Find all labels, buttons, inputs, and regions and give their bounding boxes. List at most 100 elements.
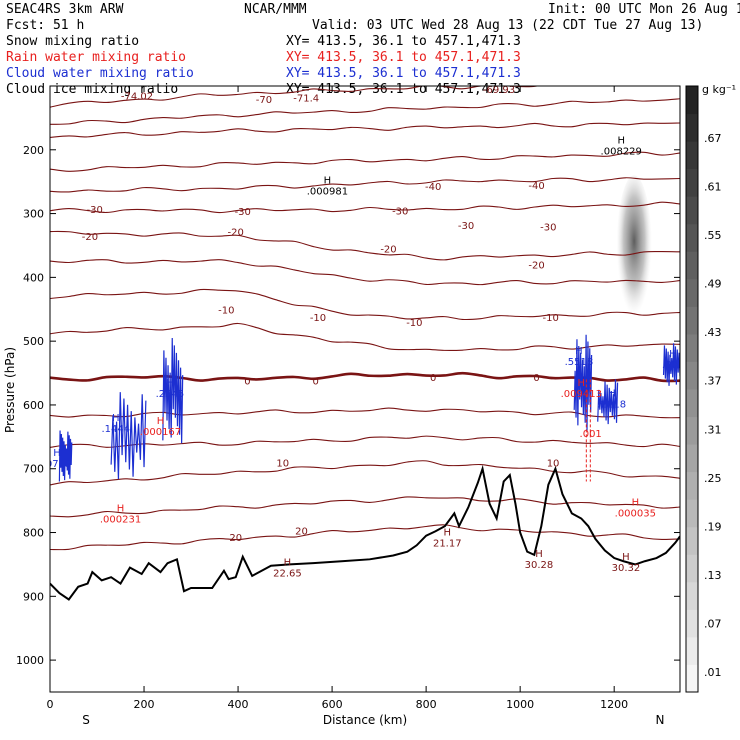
colorbar-cell <box>686 141 698 170</box>
colorbar-cell <box>686 499 698 528</box>
x-tick-label: 200 <box>134 698 155 711</box>
header: SEAC4RS 3km ARW NCAR/MMM Init: 00 UTC Mo… <box>6 2 740 97</box>
colorbar-unit: g kg⁻¹ <box>702 83 736 96</box>
marker-value: .5518 <box>565 357 594 368</box>
temperature-contour <box>50 86 541 108</box>
y-tick-label: 600 <box>23 399 44 412</box>
marker-high: H <box>622 552 630 563</box>
y-tick-label: 200 <box>23 144 44 157</box>
colorbar-tick-label: .25 <box>704 472 722 485</box>
contour-label: -10 <box>310 313 326 324</box>
snow-plume <box>616 175 652 323</box>
rain-water-contour <box>585 379 591 482</box>
contour-label: -74.02 <box>121 92 153 103</box>
colorbar-cell <box>686 444 698 473</box>
colorbar-tick-label: .19 <box>704 520 722 533</box>
marker-high: H <box>157 416 165 427</box>
colorbar-frame <box>685 85 699 693</box>
field-snow-xy: XY= 413.5, 36.1 to 457.1,471.3 <box>286 34 521 49</box>
y-tick-label: 700 <box>23 463 44 476</box>
marker-high: H <box>112 413 120 424</box>
south-label: S <box>82 713 90 727</box>
marker-value: .000167 <box>140 427 181 438</box>
cloud-water-contour <box>662 343 680 386</box>
colorbar-cell <box>686 581 698 610</box>
terrain-line <box>50 464 680 601</box>
marker-high: H <box>608 389 616 400</box>
marker-value: .1444 <box>102 424 131 435</box>
valid-time: Valid: 03 UTC Wed 28 Aug 13 (22 CDT Tue … <box>312 18 703 33</box>
marker-high: H <box>324 176 332 187</box>
colorbar: .67 .61 .55 .49 .43 .37 .31 .25 .19 .13 .07 .01 <box>685 85 722 693</box>
colorbar-cell <box>686 416 698 445</box>
contour-label: -10 <box>406 318 422 329</box>
temperature-contour <box>50 435 680 448</box>
marker-high: H <box>444 528 452 539</box>
colorbar-cell <box>686 196 698 225</box>
marker-high: H <box>53 448 61 459</box>
temperature-contour <box>50 201 680 214</box>
contour-label: 0 <box>533 373 539 384</box>
temperature-contour <box>50 524 680 551</box>
temperature-contour <box>50 288 680 321</box>
y-tick-label: 800 <box>23 527 44 540</box>
field-rain-xy: XY= 413.5, 36.1 to 457.1,471.3 <box>286 50 521 65</box>
contour-label: 20 <box>295 527 308 538</box>
colorbar-tick-label: .55 <box>704 229 722 242</box>
cloud-water-contour <box>597 379 619 425</box>
colorbar-tick-label: .01 <box>704 666 722 679</box>
marker-high: H <box>669 349 677 360</box>
contour-label: -10 <box>543 313 559 324</box>
cloud-water-contour <box>110 392 147 480</box>
contour-label: 0 <box>430 373 436 384</box>
colorbar-tick-label: .13 <box>704 569 722 582</box>
x-axis-label: Distance (km) <box>323 713 407 727</box>
temperature-contour <box>50 259 680 286</box>
contour-label: -69.93 <box>483 85 515 96</box>
marker-value: 30.28 <box>525 560 554 571</box>
marker-value: 30.32 <box>612 563 641 574</box>
field-snow-name: Snow mixing ratio <box>6 34 139 49</box>
marker-high: H <box>617 135 625 146</box>
marker-value: 21.17 <box>433 539 462 550</box>
y-tick-label: 300 <box>23 208 44 221</box>
marker-value: .009413 <box>561 389 602 400</box>
contour-label: 10 <box>547 458 560 469</box>
marker-value: .008229 <box>601 146 642 157</box>
colorbar-tick-label: .49 <box>704 278 722 291</box>
contour-label: -30 <box>540 222 556 233</box>
x-tick-label: 600 <box>322 698 343 711</box>
colorbar-cell <box>686 361 698 390</box>
marker-value: .001 <box>580 429 602 440</box>
temperature-contour <box>50 230 680 261</box>
colorbar-cell <box>686 636 698 665</box>
colorbar-cell <box>686 86 698 115</box>
marker-value: .000981 <box>307 187 348 198</box>
colorbar-cell <box>686 333 698 362</box>
x-tick-label: 1000 <box>506 698 534 711</box>
temperature-contour <box>50 460 680 486</box>
org-title: NCAR/MMM <box>244 2 307 17</box>
temperature-contour <box>50 98 680 125</box>
marker-value: .2345 <box>156 389 185 400</box>
x-tick-label: 1200 <box>600 698 628 711</box>
marker-high: H <box>632 498 640 509</box>
colorbar-cell <box>686 278 698 307</box>
contour-label: -10 <box>218 305 234 316</box>
temperature-contour <box>50 122 680 138</box>
contour-label: 10 <box>276 458 289 469</box>
field-cloud-xy: XY= 413.5, 36.1 to 457.1,471.3 <box>286 66 521 81</box>
x-tick-label: 800 <box>416 698 437 711</box>
model-title: SEAC4RS 3km ARW <box>6 2 124 17</box>
colorbar-tick-label: .31 <box>704 423 722 436</box>
cloud-water-contour <box>573 334 593 431</box>
colorbar-tick-label: .43 <box>704 326 722 339</box>
field-cloud-name: Cloud water mixing ratio <box>6 66 194 81</box>
temperature-contour <box>50 151 680 172</box>
y-tick-label: 1000 <box>16 654 44 667</box>
y-axis-label: Pressure (hPa) <box>3 347 17 433</box>
colorbar-tick-label: .07 <box>704 617 722 630</box>
marker-value: .000035 <box>615 509 656 520</box>
contour-label: -71.4 <box>293 93 319 104</box>
